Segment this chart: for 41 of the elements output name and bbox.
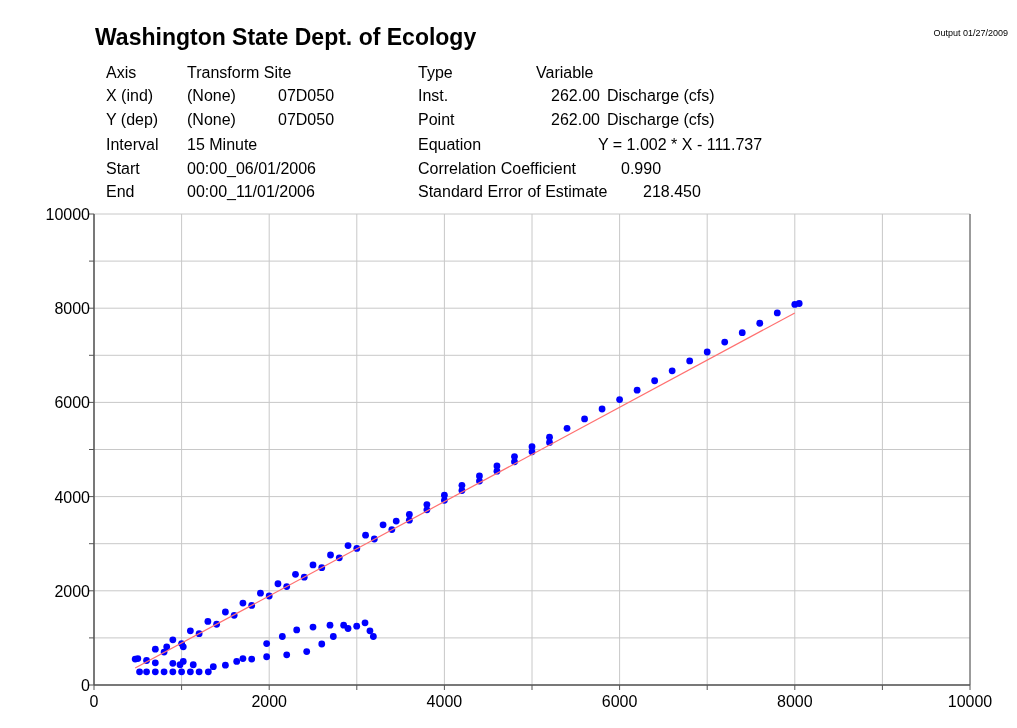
y-tick-label: 0 xyxy=(81,677,91,694)
chart-title: Washington State Dept. of Ecology xyxy=(95,24,477,50)
text: 0.990 xyxy=(621,160,662,177)
text: 15 Minute xyxy=(187,136,258,153)
text: Variable xyxy=(536,64,594,81)
text: 262.00 xyxy=(551,111,601,128)
text: Inst. xyxy=(418,87,449,104)
x-tick-label: 4000 xyxy=(426,693,463,710)
x-tick-label: 6000 xyxy=(601,693,638,710)
text: (None) xyxy=(187,111,236,128)
text: Start xyxy=(106,160,141,177)
x-tick-label: 2000 xyxy=(251,693,288,710)
text: 00:00_11/01/2006 xyxy=(187,183,315,201)
x-tick-label: 8000 xyxy=(777,693,813,710)
text: End xyxy=(106,183,135,200)
text: Axis xyxy=(106,64,137,81)
text: X (ind) xyxy=(106,87,154,104)
text: Transform Site xyxy=(187,64,292,81)
chart-subtitle: Output 01/27/2009 xyxy=(933,28,1008,38)
y-tick-label: 2000 xyxy=(54,582,91,600)
y-tick-label: 4000 xyxy=(54,488,91,506)
text: Interval xyxy=(106,136,159,153)
text: Correlation Coefficient xyxy=(418,160,577,177)
x-tick-label: 10000 xyxy=(947,693,993,710)
text: Equation xyxy=(418,136,482,153)
text: Y = 1.002 * X - 111.737 xyxy=(598,136,763,153)
text: 07D050 xyxy=(278,111,335,128)
text: 218.450 xyxy=(643,183,701,200)
y-tick-label: 8000 xyxy=(54,300,91,318)
text: Standard Error of Estimate xyxy=(418,183,608,200)
text: Type xyxy=(418,64,453,81)
text: Point xyxy=(418,111,456,128)
text: 262.00 xyxy=(551,87,601,104)
text: Y (dep) xyxy=(106,111,159,128)
text: (None) xyxy=(187,87,236,104)
text: 07D050 xyxy=(278,87,335,104)
text: 00:00_06/01/2006 xyxy=(187,160,317,178)
text: Discharge (cfs) xyxy=(607,111,715,128)
y-tick-label: 10000 xyxy=(45,206,91,223)
y-tick-label: 6000 xyxy=(54,394,91,412)
text: Discharge (cfs) xyxy=(607,87,715,104)
